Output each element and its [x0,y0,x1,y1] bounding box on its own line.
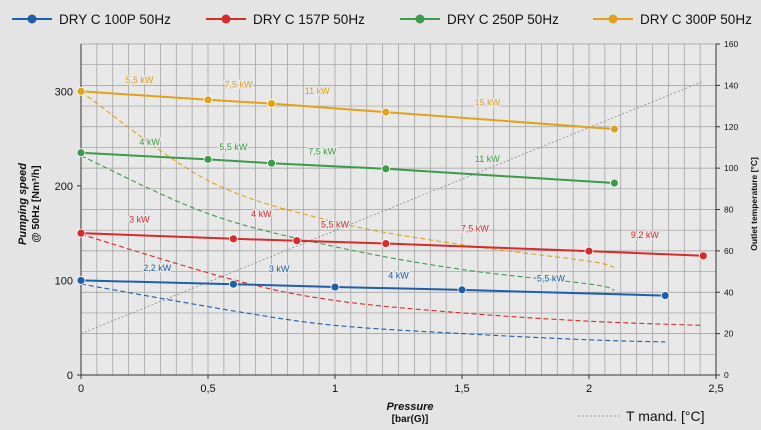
data-point-dry-c-300p-50hz [203,95,213,105]
power-label: 7,5 kW [224,80,253,90]
power-label: 5,5 kW [125,75,154,85]
right-axis-tick-label: 20 [724,329,734,339]
power-label: 7,5 kW [308,147,337,157]
data-point-dry-c-157p-50hz [228,234,238,244]
right-axis-tick-label: 0 [724,370,729,380]
data-point-dry-c-100p-50hz [76,276,86,285]
power-label: 11 kW [305,86,330,96]
data-point-dry-c-100p-50hz [228,279,238,289]
power-label: 11 kW [475,154,500,164]
data-point-dry-c-300p-50hz [76,86,86,96]
data-point-dry-c-157p-50hz [698,251,708,261]
data-point-dry-c-157p-50hz [292,236,302,246]
right-axis-label: Outlet temperature [°C] [749,157,759,251]
temperature-curves [80,91,704,343]
reference-legend: T mand. [°C] [578,408,704,424]
y-axis-label: Pumping speed [17,163,29,245]
data-point-dry-c-250p-50hz [610,178,619,188]
axes: 0 0,5 1 1,5 2 2,50100200300020406080100120140… [55,39,739,395]
data-point-dry-c-157p-50hz [76,228,86,238]
right-axis-tick-label: 40 [724,287,734,297]
legend-swatch-marker [415,14,425,24]
power-label: 9,2 kW [631,230,660,240]
reference-legend-label: T mand. [°C] [626,408,704,424]
power-label: 5,5 kW [219,142,248,152]
power-label: 4 kW [251,209,272,219]
y-tick-label: 300 [55,86,73,98]
power-label: 5,5 kW [537,273,566,283]
power-label: 2,2 kW [143,263,172,273]
data-point-dry-c-300p-50hz [267,99,276,108]
power-label: 15 kW [475,97,501,107]
y-tick-label: 100 [55,275,73,287]
legend-swatch-marker [221,14,231,24]
legend-entry: DRY C 250P 50Hz [447,12,559,27]
power-label: 5,5 kW [321,219,350,229]
y-tick-label: 200 [55,181,73,193]
temp-curve-dry-c-157p-50hz [80,233,704,326]
data-point-dry-c-250p-50hz [76,148,86,158]
pumping-speed-series [76,86,708,300]
data-point-dry-c-100p-50hz [660,291,670,300]
data-point-dry-c-157p-50hz [584,246,594,256]
legend-entry: DRY C 100P 50Hz [59,12,171,27]
series-line-dry-c-157p-50hz [80,232,704,257]
right-axis-tick-label: 140 [724,80,738,90]
x-tick-label: 2,5 [708,383,723,395]
data-point-dry-c-250p-50hz [381,164,391,174]
x-tick-label: 1,5 [454,383,469,395]
x-tick-label: 0,5 [200,383,215,395]
power-label: 3 kW [269,264,290,274]
right-axis-tick-label: 160 [724,39,738,49]
x-tick-label: 2 [586,383,592,395]
y-tick-label: 0 [67,370,73,382]
legend: DRY C 100P 50Hz DRY C 157P 50Hz DRY C 250P… [12,12,752,27]
data-point-dry-c-300p-50hz [610,124,619,134]
x-axis-unit-label: [bar(G)] [392,414,429,425]
power-label: 4 kW [139,137,160,147]
data-point-dry-c-157p-50hz [381,239,391,248]
power-label: 3 kW [129,215,150,225]
temp-curve-dry-c-250p-50hz [80,155,615,291]
x-axis-label: Pressure [386,401,433,413]
grid [80,43,717,376]
temp-curve-dry-c-300p-50hz [80,91,615,268]
data-point-dry-c-250p-50hz [203,154,213,164]
x-tick-label: 0 [78,383,84,395]
data-point-dry-c-100p-50hz [457,285,467,295]
right-axis-tick-label: 80 [724,205,734,215]
data-point-dry-c-100p-50hz [330,282,340,292]
data-point-dry-c-300p-50hz [381,107,391,117]
power-label: 4 kW [388,271,409,281]
temp-curve-dry-c-100p-50hz [80,283,666,343]
right-axis-tick-label: 120 [724,122,738,132]
right-axis-tick-label: 60 [724,246,734,256]
power-label: 7,5 kW [461,223,490,233]
legend-entry: DRY C 300P 50Hz [640,12,752,27]
y-axis-unit-label: @ 50Hz [Nm³/h] [30,165,42,242]
legend-entry: DRY C 157P 50Hz [253,12,365,27]
x-tick-label: 1 [332,383,338,395]
legend-swatch-marker [608,14,618,24]
power-labels: 2,2 kW 3 kW 4 kW 5,5 kW 3 kW 4 kW 5,5 kW 7,5 kW… [124,74,660,285]
right-axis-tick-label: 100 [724,163,738,173]
legend-swatch-marker [27,14,37,24]
data-point-dry-c-250p-50hz [267,158,276,168]
